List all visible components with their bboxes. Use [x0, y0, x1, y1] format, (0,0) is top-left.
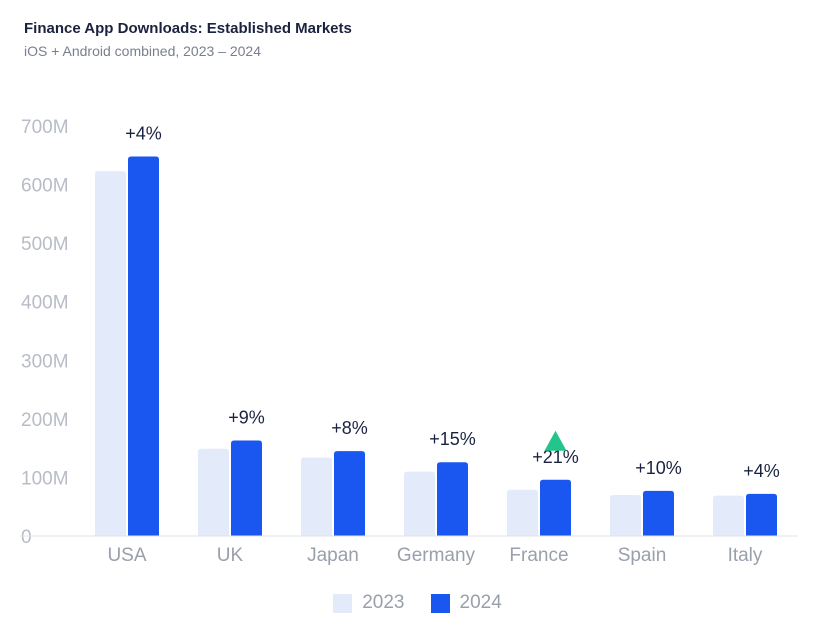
- x-tick-label: UK: [217, 545, 244, 566]
- legend-item-2023[interactable]: 2023: [333, 592, 405, 614]
- y-tick-label: 600M: [21, 176, 69, 197]
- legend-label-2023: 2023: [362, 592, 405, 613]
- x-tick-label: Spain: [618, 545, 667, 566]
- legend-item-2024[interactable]: 2024: [430, 592, 502, 614]
- bar-2023-uk[interactable]: [198, 448, 229, 536]
- triangle-up-icon: [544, 430, 567, 451]
- bar-2023-spain[interactable]: [610, 495, 641, 536]
- chart-title: Finance App Downloads: Established Marke…: [24, 20, 352, 37]
- x-tick-label: Italy: [728, 545, 763, 566]
- bar-2024-usa[interactable]: [128, 156, 159, 536]
- x-tick-label: Japan: [307, 545, 359, 566]
- bar-2023-italy[interactable]: [713, 495, 744, 536]
- bar-2023-japan[interactable]: [301, 457, 332, 536]
- bar-series: [95, 156, 777, 536]
- change-label-spain: +10%: [635, 458, 682, 478]
- x-axis-labels: USA UK Japan Germany France Spain Italy: [107, 545, 762, 566]
- change-label-japan: +8%: [331, 418, 368, 438]
- change-annotations: +4% +9% +8% +15% +21% +10% +4%: [125, 123, 780, 480]
- bar-2023-france[interactable]: [507, 489, 538, 536]
- bar-2023-usa[interactable]: [95, 171, 126, 536]
- y-tick-label: 0: [21, 527, 32, 548]
- change-label-italy: +4%: [743, 461, 780, 481]
- change-label-uk: +9%: [228, 408, 265, 428]
- bar-chart: 0 100M 200M 300M 400M 500M 600M 700M USA UK Japan…: [20, 117, 798, 566]
- bar-2024-france[interactable]: [540, 479, 571, 536]
- legend-label-2024: 2024: [459, 592, 502, 613]
- y-axis-ticks: 0 100M 200M 300M 400M 500M 600M 700M: [21, 117, 69, 548]
- y-tick-label: 500M: [21, 234, 69, 255]
- x-tick-label: USA: [107, 545, 146, 566]
- change-label-germany: +15%: [429, 429, 476, 449]
- y-tick-label: 400M: [21, 293, 69, 314]
- bar-2023-germany[interactable]: [404, 471, 435, 536]
- bar-2024-spain[interactable]: [643, 490, 674, 536]
- y-tick-label: 200M: [21, 410, 69, 431]
- change-label-france: +21%: [532, 447, 579, 467]
- legend-swatch-2024: [430, 593, 450, 613]
- y-tick-label: 700M: [21, 117, 69, 138]
- legend-swatch-2023: [333, 593, 353, 613]
- change-label-usa: +4%: [125, 123, 162, 143]
- bar-2024-germany[interactable]: [437, 462, 468, 536]
- chart-subtitle: iOS + Android combined, 2023 – 2024: [24, 43, 262, 59]
- x-tick-label: France: [509, 545, 568, 566]
- x-tick-label: Germany: [397, 545, 476, 566]
- bar-2024-japan[interactable]: [334, 451, 365, 536]
- bar-2024-italy[interactable]: [746, 493, 777, 536]
- bar-2024-uk[interactable]: [231, 440, 262, 536]
- y-tick-label: 100M: [21, 468, 69, 489]
- legend: 2023 2024: [0, 592, 835, 614]
- y-tick-label: 300M: [21, 351, 69, 372]
